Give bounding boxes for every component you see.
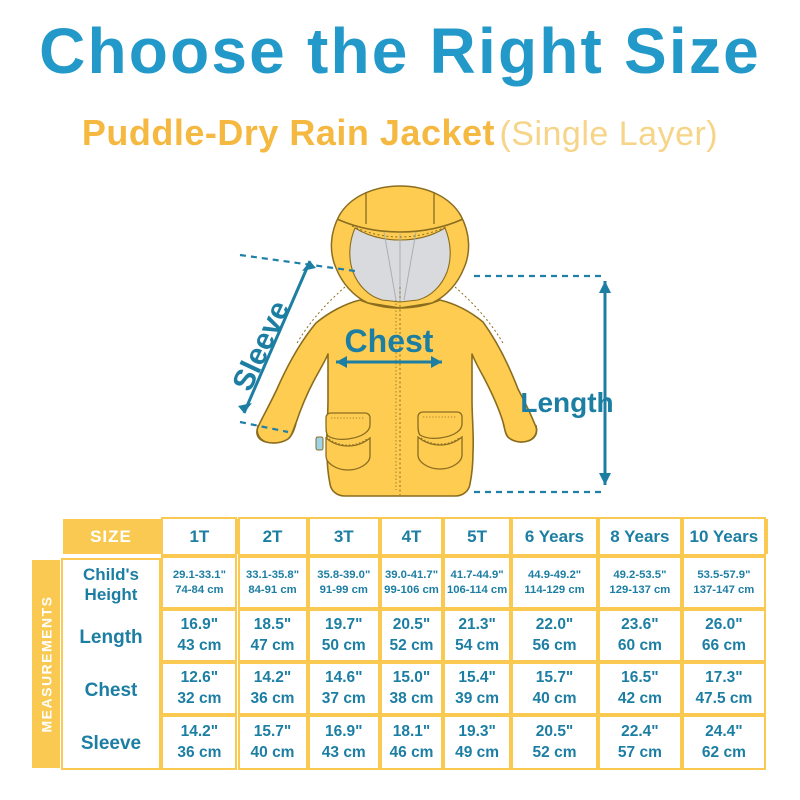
svg-text:Length: Length bbox=[520, 387, 613, 418]
svg-text:Sleeve: Sleeve bbox=[226, 296, 296, 396]
svg-text:Chest: Chest bbox=[345, 323, 434, 359]
